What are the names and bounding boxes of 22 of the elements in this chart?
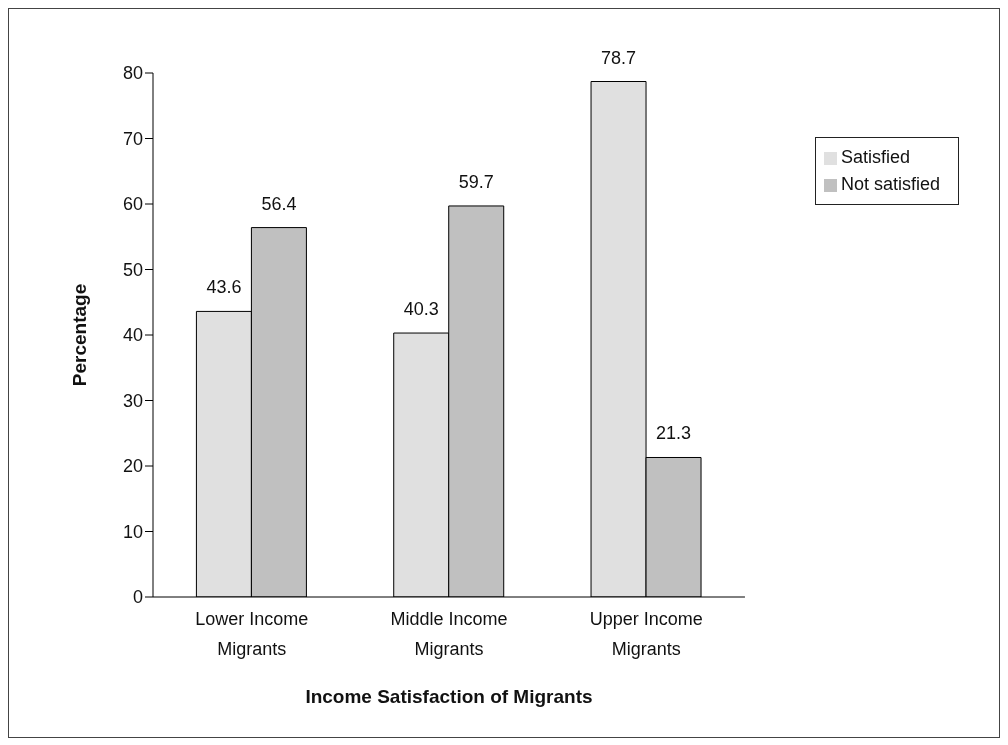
y-tick-label: 10	[122, 521, 143, 542]
legend-label: Satisfied	[840, 147, 910, 167]
legend-label: Not satisfied	[840, 174, 940, 194]
data-label: 21.3	[656, 423, 692, 444]
data-label: 40.3	[403, 299, 439, 320]
x-tick-label: Upper Income Migrants	[589, 609, 703, 659]
y-tick-label: 30	[122, 390, 143, 411]
y-tick-label: 0	[132, 587, 143, 608]
x-tick-label: Lower Income Migrants	[195, 609, 309, 659]
y-tick-label: 20	[122, 456, 143, 477]
y-tick-label: 70	[122, 128, 143, 149]
x-axis-title: Income Satisfaction of Migrants	[305, 686, 593, 707]
y-tick-label: 50	[122, 259, 143, 280]
data-label: 43.6	[206, 277, 242, 298]
y-tick-label: 40	[122, 325, 143, 346]
y-tick-label: 60	[122, 194, 143, 215]
data-label: 78.7	[601, 47, 637, 68]
y-axis-title: Percentage	[68, 283, 90, 387]
data-label: 59.7	[458, 171, 494, 192]
data-label: 56.4	[261, 193, 297, 214]
x-tick-label: Middle Income Migrants	[390, 609, 508, 659]
y-tick-label: 80	[122, 63, 143, 84]
